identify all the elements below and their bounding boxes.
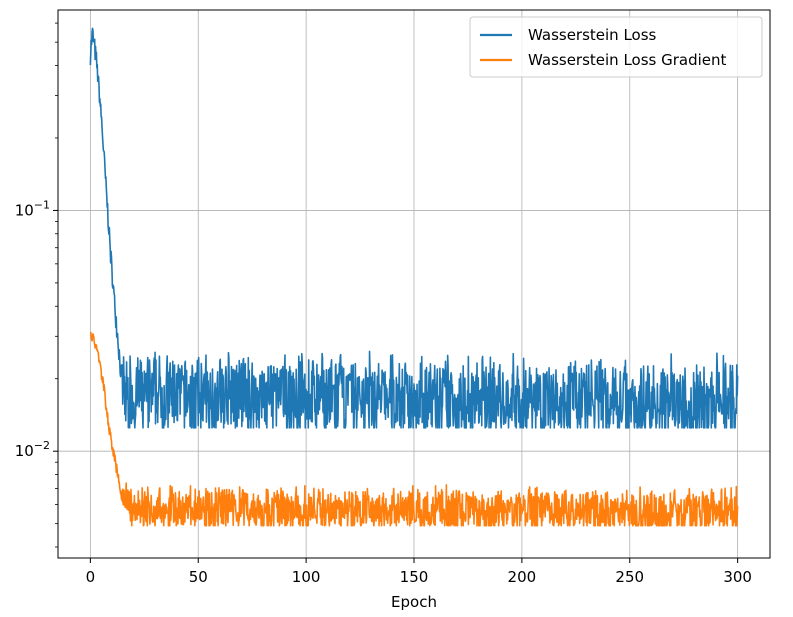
x-tick-label: 300 (723, 568, 752, 586)
legend: Wasserstein Loss Wasserstein Loss Gradien… (469, 16, 763, 78)
series-line-0 (89, 27, 739, 429)
y-tick-label: 10−1 (15, 198, 50, 219)
y-axis: 10−110−2 (15, 22, 58, 548)
legend-box (469, 16, 763, 78)
legend-label: Wasserstein Loss Gradient (528, 51, 727, 69)
x-tick-label: 100 (292, 568, 321, 586)
series-layer (89, 27, 739, 527)
x-tick-label: 0 (86, 568, 96, 586)
x-tick-label: 250 (615, 568, 644, 586)
y-tick-base: 10 (15, 442, 34, 460)
y-tick-exponent: −2 (34, 439, 50, 452)
y-tick-exponent: −1 (34, 198, 50, 211)
y-tick-label: 10−2 (15, 439, 50, 460)
series-line-1 (89, 331, 739, 527)
x-axis-label: Epoch (391, 593, 437, 611)
x-tick-label: 200 (508, 568, 537, 586)
legend-label: Wasserstein Loss (528, 26, 657, 44)
grid (58, 10, 770, 558)
x-tick-label: 150 (400, 568, 429, 586)
x-axis: 0 50 100 150 200 250 300 (86, 558, 752, 586)
x-tick-label: 50 (189, 568, 208, 586)
y-tick-base: 10 (15, 201, 34, 219)
